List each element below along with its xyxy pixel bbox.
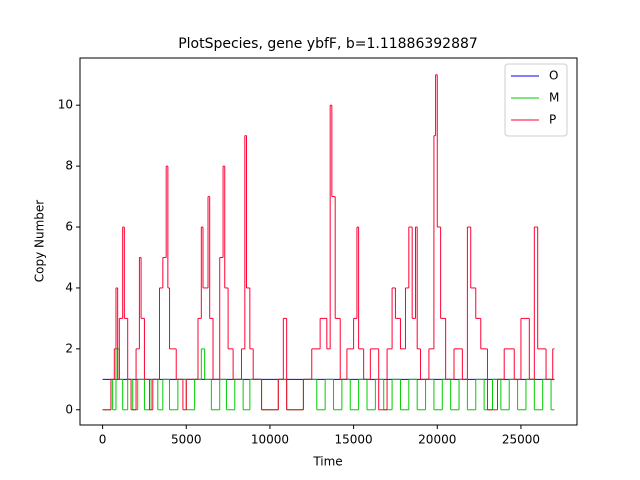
axes-frame bbox=[79, 57, 578, 426]
y-tick-label: 6 bbox=[65, 220, 73, 234]
legend-label: P bbox=[549, 113, 556, 127]
x-tick-label: 25000 bbox=[502, 433, 540, 447]
y-axis-label: Copy Number bbox=[33, 200, 47, 283]
plot-area bbox=[102, 74, 555, 411]
y-tick-label: 0 bbox=[65, 402, 73, 416]
legend: OMP bbox=[504, 63, 568, 137]
x-tick-label: 15000 bbox=[335, 433, 373, 447]
chart-title: PlotSpecies, gene ybfF, b=1.11886392887 bbox=[178, 36, 478, 52]
x-tick-label: 20000 bbox=[418, 433, 456, 447]
legend-label: O bbox=[549, 69, 558, 83]
y-tick-label: 2 bbox=[65, 341, 73, 355]
legend-label: M bbox=[549, 91, 559, 105]
x-tick-label: 5000 bbox=[171, 433, 202, 447]
y-tick-label: 8 bbox=[65, 159, 73, 173]
y-tick-label: 4 bbox=[65, 280, 73, 294]
x-axis-label: Time bbox=[312, 455, 342, 469]
x-tick-label: 10000 bbox=[251, 433, 289, 447]
legend-box bbox=[504, 63, 568, 137]
y-tick-label: 10 bbox=[58, 98, 73, 112]
x-tick-label: 0 bbox=[99, 433, 107, 447]
series-P bbox=[102, 74, 555, 411]
